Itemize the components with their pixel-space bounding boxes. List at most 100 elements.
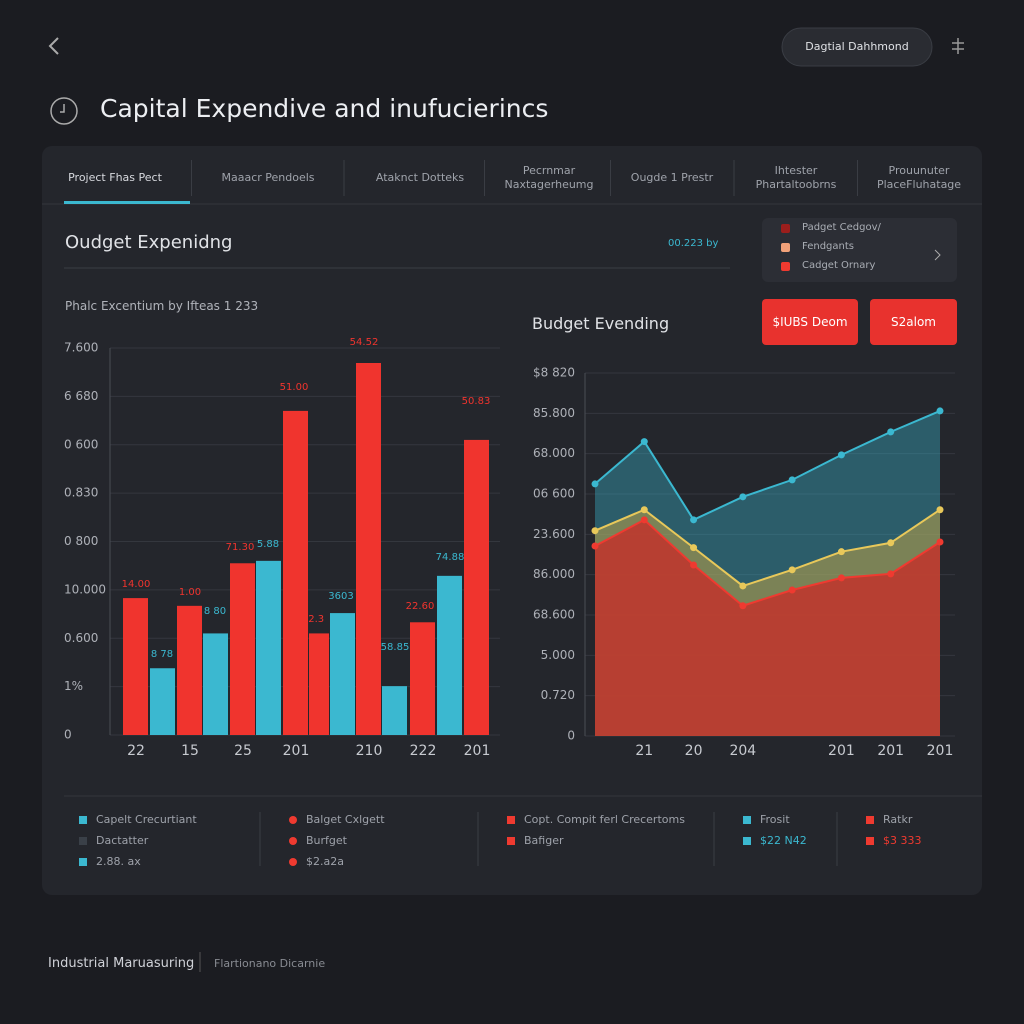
tab[interactable]: Pecrnmar Naxtagerheumg [504, 164, 594, 191]
bar [123, 598, 148, 735]
x-tick-label: 204 [729, 743, 756, 759]
legend-marker [289, 816, 297, 824]
button-label[interactable]: S2alom [891, 315, 936, 329]
bar [410, 622, 435, 735]
x-tick-label: 222 [410, 743, 437, 759]
legend-text: Capelt Crecurtiant [96, 813, 197, 826]
button[interactable] [762, 299, 858, 345]
legend-marker [289, 837, 297, 845]
y-tick-label: 68.600 [533, 608, 575, 622]
bar [382, 686, 407, 735]
filter-item[interactable]: Padget Cedgov/ [802, 222, 881, 233]
line [594, 508, 941, 588]
chart-title: Budget Evending [532, 314, 670, 333]
chevron[interactable] [934, 249, 941, 261]
bar [330, 613, 355, 735]
tab[interactable]: Prouunuter PlaceFluhatage [876, 164, 962, 191]
y-tick-label: 0.830 [64, 486, 98, 500]
legend-marker [507, 837, 515, 845]
annotation: 12.3 [302, 614, 324, 625]
y-tick-label: 5.000 [541, 648, 575, 662]
tab[interactable]: Ihtester Phartaltoobrns [755, 164, 837, 191]
y-tick-label: 0 [567, 729, 575, 743]
legend-text: $3 333 [883, 834, 922, 847]
bar [177, 605, 202, 735]
tab[interactable]: Ataknct Dotteks [375, 171, 465, 184]
y-tick-label: 68.000 [533, 446, 575, 460]
bar [203, 633, 228, 735]
button-label[interactable]: Dagtial Dahhmond [805, 40, 909, 53]
point [837, 548, 845, 556]
point [690, 561, 698, 569]
annotation: 8 80 [204, 606, 226, 617]
point [887, 539, 895, 547]
legend-marker [507, 816, 515, 824]
point [788, 476, 796, 484]
bar [309, 633, 329, 735]
x-tick-label: 201 [927, 743, 954, 759]
y-tick-label: 0 600 [64, 437, 98, 451]
chart-subtitle: Phalc Excentium by Ifteas 1 233 [65, 299, 259, 313]
button[interactable] [870, 299, 957, 345]
bar [464, 439, 489, 735]
legend-text: Balget Cxlgett [306, 813, 385, 826]
point [690, 516, 698, 524]
annotation: 51.00 [280, 382, 309, 393]
back-icon[interactable] [48, 37, 59, 55]
y-tick-label: $8 820 [533, 366, 575, 380]
line [594, 518, 941, 607]
legend-marker [79, 858, 87, 866]
annotation: 54.52 [350, 337, 379, 348]
point [936, 538, 944, 546]
y-tick-label: 6 680 [64, 389, 98, 403]
legend-text: Bafiger [524, 834, 564, 847]
tab[interactable]: Project Fhas Pect [68, 171, 162, 184]
y-tick-label: 1% [64, 679, 83, 693]
x-tick-label: 201 [877, 743, 904, 759]
legend-marker [743, 816, 751, 824]
point [887, 570, 895, 578]
y-tick-label: 0.600 [64, 631, 98, 645]
y-tick-label: 10.000 [64, 582, 106, 596]
annotation: 71.30 [226, 542, 255, 553]
filter-box[interactable] [762, 218, 957, 282]
filter-item[interactable]: Cadget Ornary [802, 260, 876, 271]
x-tick-label: 21 [635, 743, 653, 759]
tab[interactable]: Ougde 1 Prestr [630, 171, 714, 184]
legend-marker [289, 858, 297, 866]
dashboard-button[interactable] [781, 27, 933, 67]
bar [256, 560, 281, 735]
legend-text: $2.a2a [306, 855, 344, 868]
point [887, 428, 895, 436]
bar [356, 362, 381, 735]
y-tick-label: 85.800 [533, 406, 575, 420]
legend-text: Burfget [306, 834, 347, 847]
tab[interactable]: Maaacr Pendoels [221, 171, 315, 184]
point [739, 582, 747, 590]
y-tick-label: 7.600 [64, 341, 98, 355]
menu-icon[interactable] [952, 38, 964, 54]
footer-right: Flartionano Dicarnie [214, 957, 326, 970]
legend-marker [866, 816, 874, 824]
annotation: 5.88 [257, 539, 279, 550]
filter-item[interactable]: Fendgants [802, 241, 854, 252]
legend-text: Dactatter [96, 834, 149, 847]
y-tick-label: 0.720 [541, 688, 575, 702]
annotation: 8 78 [151, 649, 173, 660]
title-icon-hand [60, 104, 65, 113]
point [591, 527, 599, 535]
point [690, 544, 698, 552]
point [837, 451, 845, 459]
x-tick-label: 201 [283, 743, 310, 759]
x-tick-label: 210 [356, 743, 383, 759]
bar [230, 563, 255, 735]
x-tick-label: 201 [828, 743, 855, 759]
footer-left: Industrial Maruasuring [48, 956, 195, 971]
page-title: Capital Expendive and inufucierincs [100, 94, 549, 123]
y-tick-label: 06 600 [533, 487, 575, 501]
annotation: 3603 [328, 591, 353, 602]
button-label[interactable]: $IUBS Deom [772, 315, 848, 329]
legend-marker [743, 837, 751, 845]
